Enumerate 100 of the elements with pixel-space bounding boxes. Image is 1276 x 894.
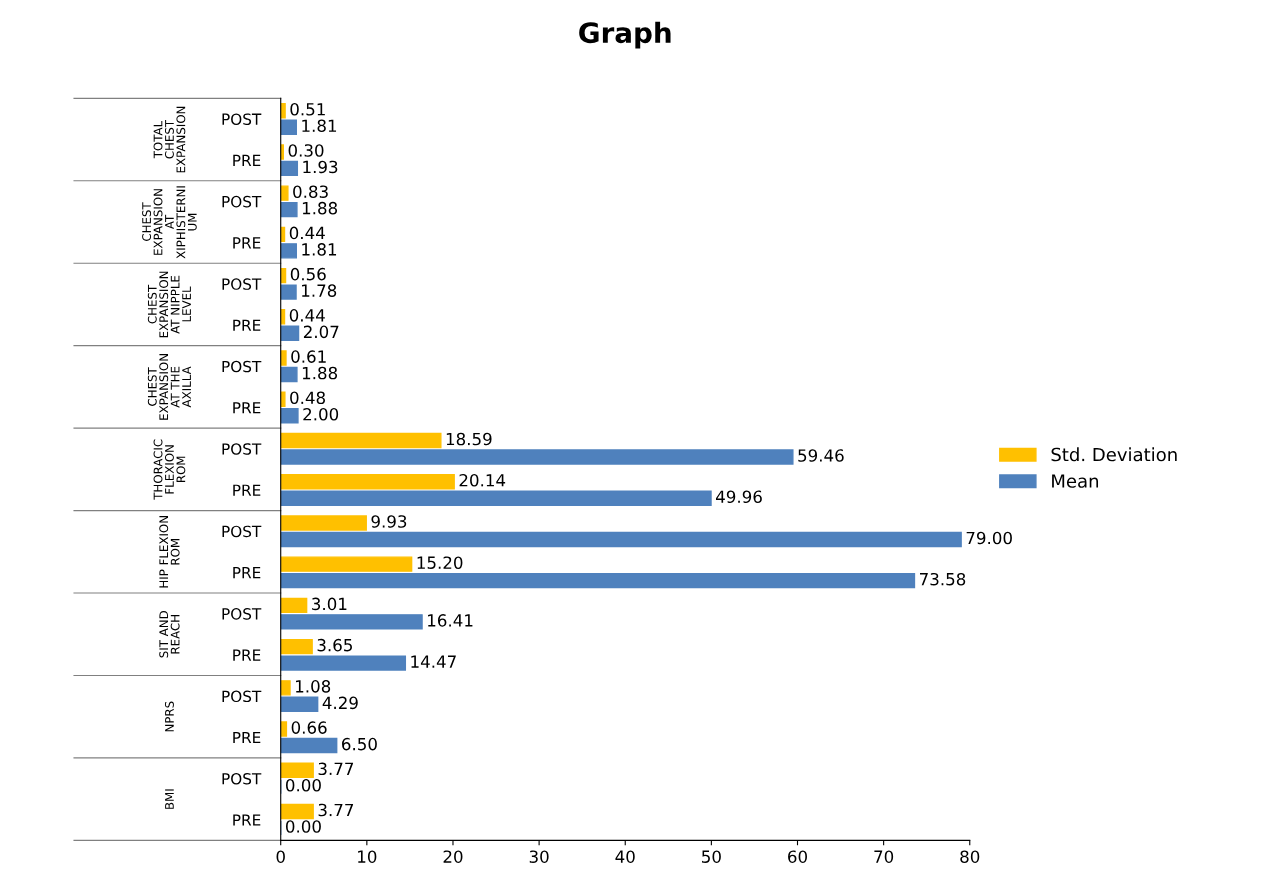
- text: CHEST EXPANSION AT THE AXILLA: [147, 354, 191, 420]
- y-tick-label: PRE: [233, 649, 261, 661]
- bar: [280, 474, 455, 490]
- bar: [280, 391, 286, 407]
- bar: [280, 614, 423, 630]
- y-tick-label: PRE: [233, 814, 261, 826]
- x-tick-label: 80: [960, 850, 980, 863]
- data-label: 18.59: [446, 432, 492, 446]
- bar: [280, 556, 413, 572]
- data-label: 0.51: [290, 102, 325, 116]
- x-tick-label: 0: [276, 850, 285, 863]
- text: BMI: [165, 789, 174, 809]
- x-tick-label: 30: [529, 850, 549, 863]
- data-label: 59.46: [798, 449, 844, 462]
- data-label: 14.47: [411, 655, 456, 668]
- y-tick-label: POST: [222, 113, 262, 125]
- bar: [280, 515, 367, 531]
- y-tick-label: PRE: [233, 484, 261, 496]
- y-tick-label: PRE: [233, 402, 261, 414]
- y-tick-label: PRE: [233, 567, 261, 579]
- data-label: 20.14: [459, 473, 506, 487]
- bar: [280, 737, 338, 754]
- text: CHEST EXPANSION AT XIPHISTERNI UM: [142, 186, 197, 259]
- data-label: 2.07: [303, 325, 339, 339]
- data-label: 4.29: [322, 696, 358, 710]
- bar: [280, 267, 287, 284]
- y-tick-label: POST: [222, 608, 262, 620]
- data-label: 0.30: [288, 144, 324, 157]
- chart-title: Graph: [579, 21, 671, 49]
- bar: [280, 103, 286, 119]
- bar: [280, 284, 297, 300]
- bar: [280, 325, 300, 342]
- bar: [280, 531, 962, 548]
- data-label: 0.66: [291, 721, 327, 734]
- bar: [280, 490, 712, 506]
- bar: [280, 449, 794, 465]
- text: NPRS: [164, 701, 174, 732]
- x-tick-label: 40: [615, 850, 635, 863]
- text: THORACIC FLEXION ROM: [153, 439, 186, 500]
- bar: [280, 762, 314, 778]
- data-label: 2.00: [303, 407, 339, 421]
- data-label: 3.65: [317, 638, 352, 652]
- data-label: 73.58: [920, 572, 966, 586]
- bar: [280, 226, 286, 243]
- data-label: 0.61: [291, 350, 326, 363]
- y-tick-label: POST: [222, 360, 262, 373]
- bar: [280, 680, 291, 696]
- data-label: 15.20: [417, 556, 463, 569]
- bar: [280, 655, 407, 671]
- y-tick-label: POST: [222, 278, 262, 290]
- bar: [280, 696, 319, 713]
- bar: [280, 366, 298, 383]
- y-tick-label: POST: [222, 525, 262, 538]
- bar: [280, 432, 442, 449]
- legend-label: Std. Deviation: [1051, 447, 1177, 462]
- data-label: 0.00: [285, 779, 321, 792]
- y-tick-label: PRE: [233, 237, 261, 249]
- data-label: 0.83: [293, 185, 328, 198]
- x-tick-label: 20: [443, 850, 463, 863]
- data-label: 1.81: [302, 119, 337, 133]
- data-label: 49.96: [716, 490, 762, 504]
- data-label: 0.00: [285, 820, 321, 833]
- y-tick-label: POST: [222, 772, 262, 785]
- x-tick-label: 60: [788, 850, 807, 863]
- data-label: 79.00: [966, 531, 1012, 545]
- bar: [280, 309, 286, 325]
- data-label: 0.44: [289, 226, 325, 240]
- data-label: 1.93: [303, 160, 338, 174]
- bar: [280, 243, 298, 259]
- data-label: 3.77: [318, 803, 354, 817]
- bar: [280, 638, 313, 655]
- bar: [280, 572, 916, 589]
- bar: [280, 144, 284, 160]
- data-label: 1.88: [302, 366, 338, 380]
- bar: [280, 597, 308, 614]
- y-tick-label: PRE: [233, 154, 261, 166]
- legend-label: Mean: [1052, 474, 1099, 488]
- data-label: 0.48: [290, 391, 325, 405]
- data-label: 0.56: [290, 267, 326, 281]
- y-tick-label: POST: [222, 690, 262, 703]
- data-label: 3.01: [312, 597, 347, 611]
- bar: [280, 803, 314, 820]
- data-label: 6.50: [342, 737, 377, 751]
- bar: [280, 119, 298, 135]
- text: HIP FLEXION ROM: [159, 516, 180, 588]
- text: CHEST EXPANSION AT NIPPLE LEVEL: [147, 271, 191, 338]
- y-tick-label: PRE: [233, 731, 261, 744]
- text: TOTAL CHEST EXPANSION: [153, 106, 186, 173]
- y-tick-label: POST: [222, 195, 262, 208]
- bar: [280, 408, 299, 424]
- data-label: 3.77: [318, 762, 354, 776]
- y-tick-label: PRE: [233, 319, 261, 331]
- x-tick-label: 50: [702, 850, 721, 863]
- data-label: 9.93: [371, 515, 407, 528]
- x-tick-label: 70: [874, 850, 894, 863]
- data-label: 1.88: [302, 201, 338, 215]
- bar: [280, 201, 298, 218]
- bar: [280, 350, 287, 366]
- data-label: 1.81: [302, 243, 337, 256]
- data-label: 1.78: [302, 284, 337, 297]
